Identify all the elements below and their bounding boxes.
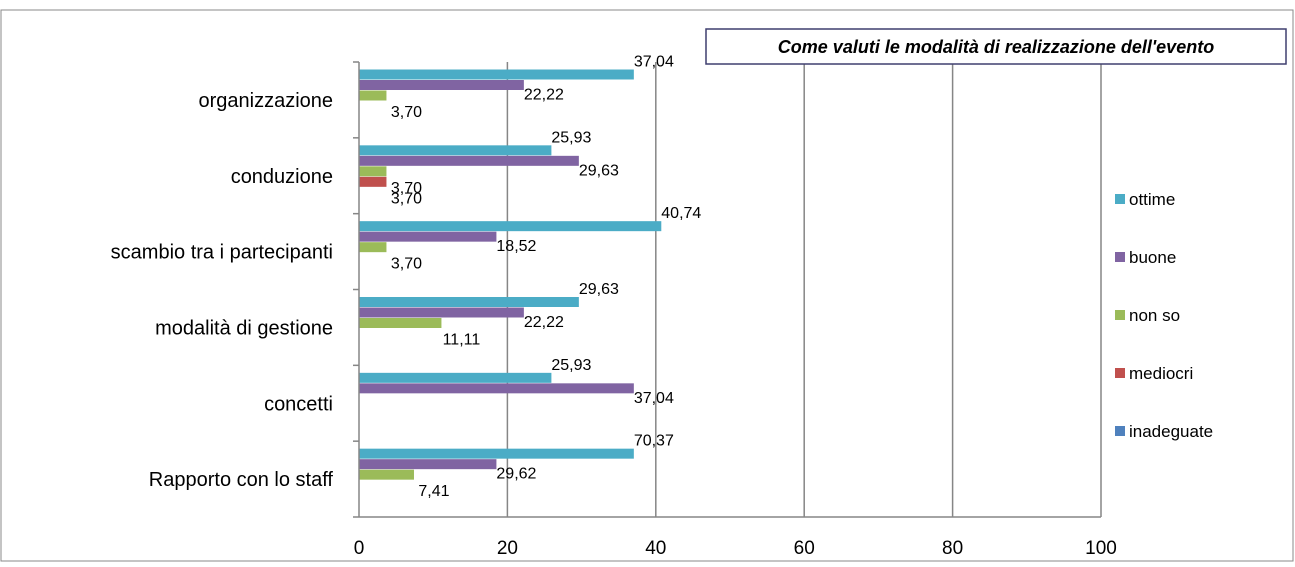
bar — [359, 80, 524, 90]
x-tick-label: 80 — [942, 538, 963, 559]
data-label: 29,63 — [579, 162, 619, 179]
bar — [359, 69, 634, 80]
legend-label: non so — [1129, 306, 1180, 325]
x-tick-label: 60 — [794, 538, 815, 559]
bar — [359, 145, 552, 156]
legend-swatch — [1115, 310, 1125, 320]
data-label: 70,37 — [634, 433, 674, 450]
bar — [359, 318, 442, 328]
legend-swatch — [1115, 252, 1125, 262]
data-label: 25,93 — [551, 129, 591, 146]
data-label: 3,70 — [391, 190, 422, 207]
category-label: concetti — [264, 393, 333, 415]
bar — [359, 459, 497, 470]
bar — [359, 166, 387, 177]
bar — [359, 448, 634, 459]
data-label: 29,63 — [579, 281, 619, 298]
chart-border — [0, 9, 1294, 562]
data-label: 18,52 — [496, 238, 536, 255]
bars — [359, 69, 662, 480]
data-label: 7,41 — [418, 483, 449, 500]
category-label: Rapporto con lo staff — [149, 469, 334, 491]
legend-label: ottime — [1129, 190, 1175, 209]
data-label: 40,74 — [661, 205, 701, 222]
title-frame — [705, 28, 1287, 65]
data-label: 37,04 — [634, 54, 674, 71]
legend-swatch — [1115, 368, 1125, 378]
category-label: organizzazione — [198, 90, 333, 112]
legend-label: inadeguate — [1129, 422, 1213, 441]
data-label: 3,70 — [391, 104, 422, 121]
data-label: 25,93 — [551, 357, 591, 374]
legend-label: buone — [1129, 248, 1176, 267]
bar — [359, 383, 634, 394]
data-label: 11,11 — [443, 332, 481, 349]
chart-title: Come valuti le modalità di realizzazione… — [778, 37, 1214, 57]
bar — [359, 242, 387, 253]
bar — [359, 297, 579, 307]
bar — [359, 469, 414, 480]
bar — [359, 307, 524, 318]
category-label: conduzione — [231, 166, 333, 188]
data-label: 22,22 — [524, 314, 564, 331]
bar — [359, 372, 552, 383]
legend-label: mediocri — [1129, 364, 1193, 383]
x-tick-label: 100 — [1085, 538, 1117, 559]
data-label: 3,70 — [391, 256, 422, 273]
data-label: 29,62 — [496, 466, 536, 483]
bar — [359, 231, 497, 242]
bar — [359, 155, 579, 166]
legend: ottime buone non so mediocri inadeguate — [1115, 190, 1213, 441]
x-tick-label: 40 — [645, 538, 666, 559]
x-tick-label: 0 — [354, 538, 365, 559]
data-label: 37,04 — [634, 390, 674, 407]
bar — [359, 176, 387, 187]
category-label: modalità di gestione — [155, 317, 333, 339]
gridlines — [506, 62, 1102, 517]
axes — [353, 61, 1101, 518]
data-label: 3,70 — [391, 180, 422, 197]
x-tick-label: 20 — [497, 538, 518, 559]
labels: 0 20 40 60 80 100 organizzazione conduzione scam… — [111, 54, 1117, 560]
chart-title-box: Come valuti le modalità di realizzazione… — [705, 28, 1287, 65]
category-label: scambio tra i partecipanti — [111, 242, 333, 264]
data-label: 22,22 — [524, 87, 564, 104]
bar — [359, 90, 387, 101]
legend-swatch — [1115, 194, 1125, 204]
legend-swatch — [1115, 426, 1125, 436]
bar — [359, 221, 662, 232]
